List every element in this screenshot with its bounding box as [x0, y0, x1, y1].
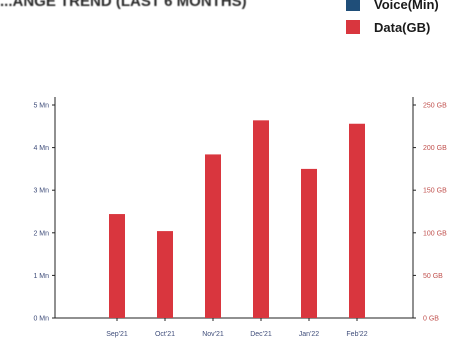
right-tick-label: 100 GB	[423, 230, 447, 237]
x-tick-label: Oct'21	[155, 331, 175, 338]
legend: Voice(Min) Data(GB)	[346, 0, 439, 40]
left-tick-label: 2 Mn	[33, 230, 49, 237]
right-tick-label: 150 GB	[423, 188, 447, 195]
legend-label-data: Data(GB)	[374, 19, 431, 35]
right-tick-label: 50 GB	[423, 273, 443, 280]
bar-data	[253, 120, 269, 318]
right-tick-label: 250 GB	[423, 103, 447, 110]
bar-data	[157, 231, 173, 318]
legend-item-voice: Voice(Min)	[346, 0, 439, 14]
x-tick-label: Dec'21	[250, 331, 272, 338]
left-tick-label: 1 Mn	[33, 273, 49, 280]
legend-swatch-data	[346, 20, 360, 34]
bar-data	[301, 168, 317, 318]
legend-label-voice: Voice(Min)	[374, 0, 439, 12]
right-tick-label: 200 GB	[423, 145, 447, 152]
bar-data	[349, 123, 365, 318]
right-tick-label: 0 GB	[423, 316, 439, 323]
left-tick-label: 4 Mn	[33, 145, 49, 152]
chart-title-fragment: ...ANGE TREND (LAST 6 MONTHS)	[0, 0, 247, 10]
x-tick-label: Feb'22	[346, 331, 367, 338]
legend-item-data: Data(GB)	[346, 17, 439, 37]
left-tick-label: 3 Mn	[33, 188, 49, 195]
left-tick-label: 0 Mn	[33, 316, 49, 323]
bar-data	[109, 214, 125, 318]
x-tick-label: Nov'21	[202, 331, 224, 338]
x-tick-label: Jan'22	[299, 331, 320, 338]
left-tick-label: 5 Mn	[33, 103, 49, 110]
bar-data	[205, 154, 221, 318]
legend-swatch-voice	[346, 0, 360, 11]
x-tick-label: Sep'21	[106, 331, 128, 338]
